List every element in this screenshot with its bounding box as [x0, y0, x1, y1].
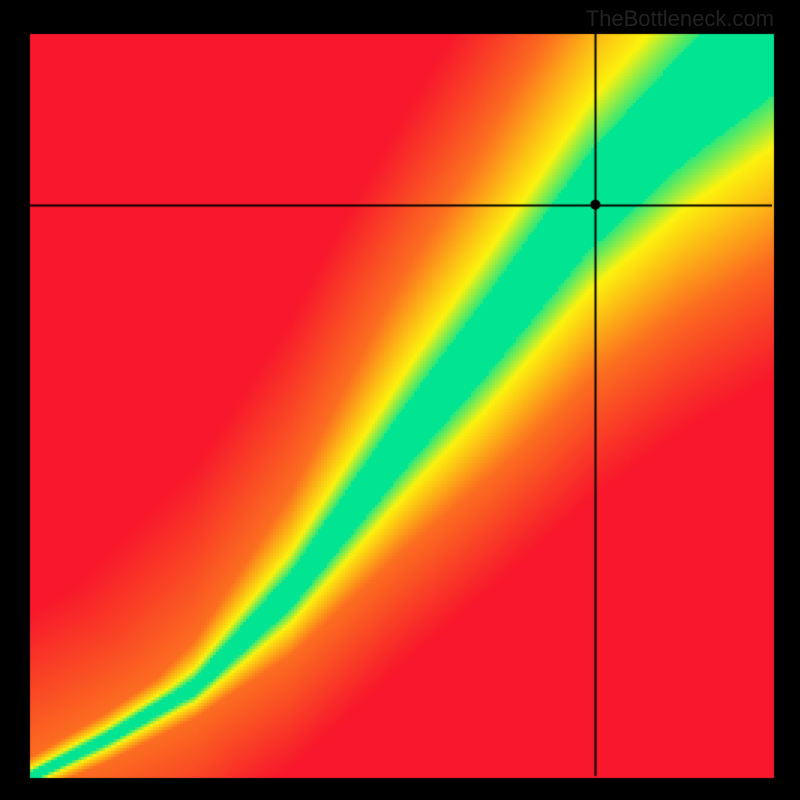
watermark-text: TheBottleneck.com [586, 6, 774, 32]
bottleneck-heatmap [0, 0, 800, 800]
chart-container: TheBottleneck.com [0, 0, 800, 800]
